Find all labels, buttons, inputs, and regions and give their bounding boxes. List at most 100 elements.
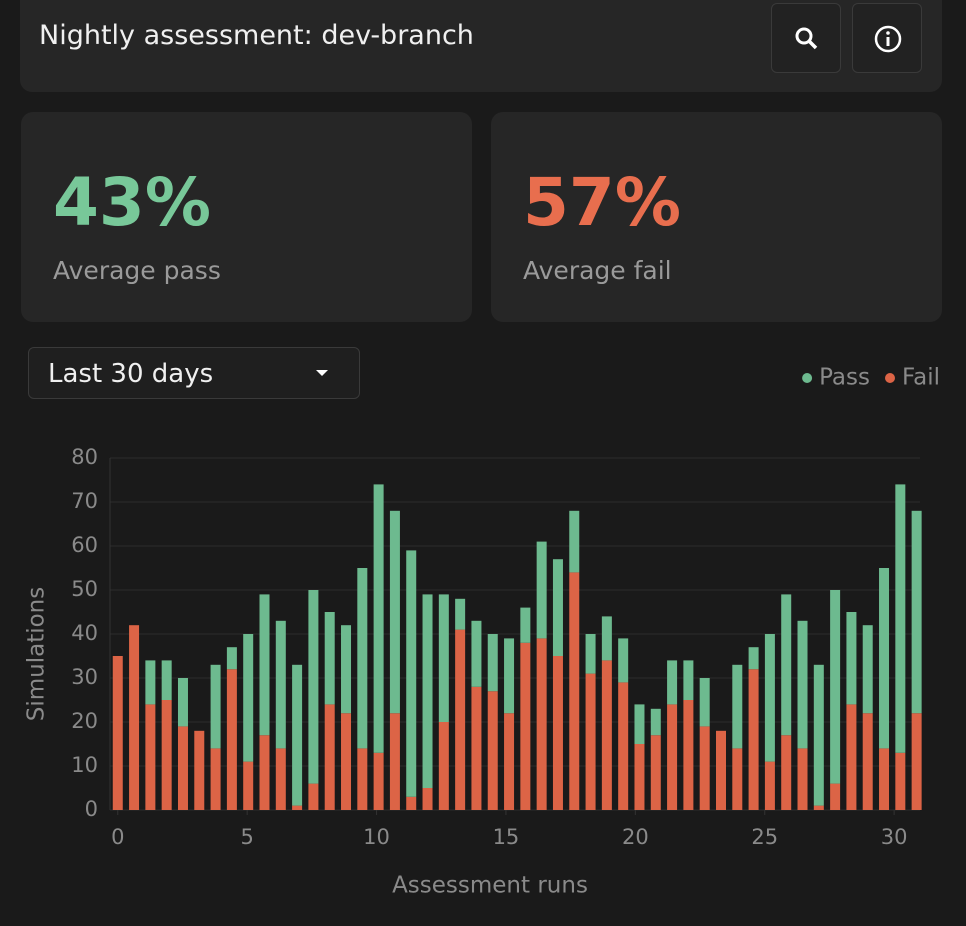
- y-tick-label: 50: [71, 577, 98, 601]
- bar-segment: [536, 638, 547, 810]
- bar-segment: [357, 748, 368, 810]
- bar-segment: [243, 634, 254, 762]
- y-tick-label: 30: [71, 665, 98, 689]
- bar-segment: [683, 700, 694, 810]
- bar-segment: [471, 620, 482, 687]
- x-tick-label: 20: [622, 825, 649, 849]
- bar-segment: [781, 594, 792, 736]
- bar-segment: [650, 735, 661, 810]
- bar-segment: [194, 730, 205, 810]
- bar-segment: [341, 625, 352, 714]
- bar-segment: [569, 572, 580, 810]
- bar-segment: [112, 656, 123, 810]
- bar-segment: [210, 664, 221, 749]
- bar-segment: [275, 620, 286, 749]
- bar-segment: [634, 744, 645, 810]
- bar-segment: [846, 704, 857, 810]
- bar-segment: [243, 761, 254, 810]
- bar-segment: [389, 713, 400, 810]
- bar-segment: [634, 704, 645, 744]
- bar-segment: [585, 634, 596, 674]
- bar-segment: [177, 678, 188, 727]
- bar-segment: [748, 647, 759, 670]
- y-tick-label: 70: [71, 489, 98, 513]
- bar-segment: [487, 691, 498, 810]
- bar-segment: [911, 713, 922, 810]
- bar-segment: [406, 796, 417, 810]
- bar-segment: [764, 634, 775, 762]
- x-tick-label: 30: [881, 825, 908, 849]
- bar-segment: [226, 669, 237, 810]
- bar-segment: [308, 590, 319, 784]
- y-tick-label: 0: [85, 797, 98, 821]
- bar-segment: [797, 748, 808, 810]
- chart: 0 10 20 30 40 50 60 70 80 0 5 10 15 20 25 30 Assessment …: [24, 365, 941, 899]
- bar-segment: [862, 713, 873, 810]
- bar-segment: [797, 620, 808, 749]
- y-tick-label: 20: [71, 709, 98, 733]
- bar-segment: [471, 686, 482, 810]
- bar-segment: [732, 664, 743, 749]
- bar-segment: [455, 598, 466, 630]
- y-axis-label: Simulations: [24, 587, 50, 722]
- bar-segment: [552, 559, 563, 656]
- search-button[interactable]: [771, 3, 841, 73]
- bar-segment: [764, 761, 775, 810]
- bar-segment: [406, 550, 417, 797]
- legend-label: Pass: [819, 365, 870, 391]
- legend-label: Fail: [902, 365, 940, 391]
- dropdown-caret: [316, 370, 328, 376]
- bar-segment: [161, 660, 172, 700]
- bar-segment: [748, 669, 759, 810]
- bar-segment: [422, 788, 433, 810]
- info-button[interactable]: [852, 3, 922, 73]
- bar-segment: [389, 510, 400, 714]
- dropdown-label: Last 30 days: [48, 359, 214, 389]
- bar-segment: [308, 783, 319, 810]
- bar-segment: [813, 805, 824, 810]
- bar-segment: [438, 594, 449, 722]
- bar-segment: [552, 656, 563, 810]
- y-tick-label: 10: [71, 753, 98, 777]
- bar-segment: [357, 568, 368, 749]
- bar-segment: [292, 805, 303, 810]
- bar-segment: [487, 634, 498, 692]
- x-tick-label: 25: [751, 825, 778, 849]
- bar-segment: [373, 752, 384, 810]
- bar-segment: [601, 616, 612, 661]
- bar-segment: [830, 783, 841, 810]
- y-tick-label: 40: [71, 621, 98, 645]
- bar-segment: [504, 638, 515, 714]
- bar-segment: [781, 735, 792, 810]
- bar-segment: [324, 704, 335, 810]
- bar-segment: [699, 678, 710, 727]
- bar-segment: [536, 541, 547, 639]
- bar-segment: [422, 594, 433, 788]
- y-tick-label: 60: [71, 533, 98, 557]
- legend-swatch: [885, 373, 895, 383]
- bar-segment: [879, 568, 890, 749]
- bar-segment: [161, 700, 172, 810]
- bar-segment: [145, 660, 156, 705]
- y-tick-label: 80: [71, 445, 98, 469]
- search-icon: [795, 27, 818, 50]
- bar-segment: [210, 748, 221, 810]
- bar-segment: [879, 748, 890, 810]
- bar-segment: [618, 638, 629, 683]
- pass-card: 43% Average pass: [21, 112, 472, 322]
- bar-segment: [455, 629, 466, 810]
- fail-label: Average fail: [523, 256, 672, 285]
- pass-value: 43%: [53, 164, 211, 241]
- bar-segment: [650, 708, 661, 736]
- bar-segment: [715, 730, 726, 810]
- info-icon: [874, 25, 902, 53]
- bar-segment: [373, 484, 384, 753]
- x-tick-label: 5: [240, 825, 253, 849]
- bar-segment: [520, 607, 531, 643]
- bar-segment: [520, 642, 531, 810]
- bar-segment: [275, 748, 286, 810]
- range-dropdown[interactable]: Last 30 days: [28, 347, 360, 399]
- bar-segment: [895, 752, 906, 810]
- bar-segment: [129, 625, 140, 810]
- bar-segment: [895, 484, 906, 753]
